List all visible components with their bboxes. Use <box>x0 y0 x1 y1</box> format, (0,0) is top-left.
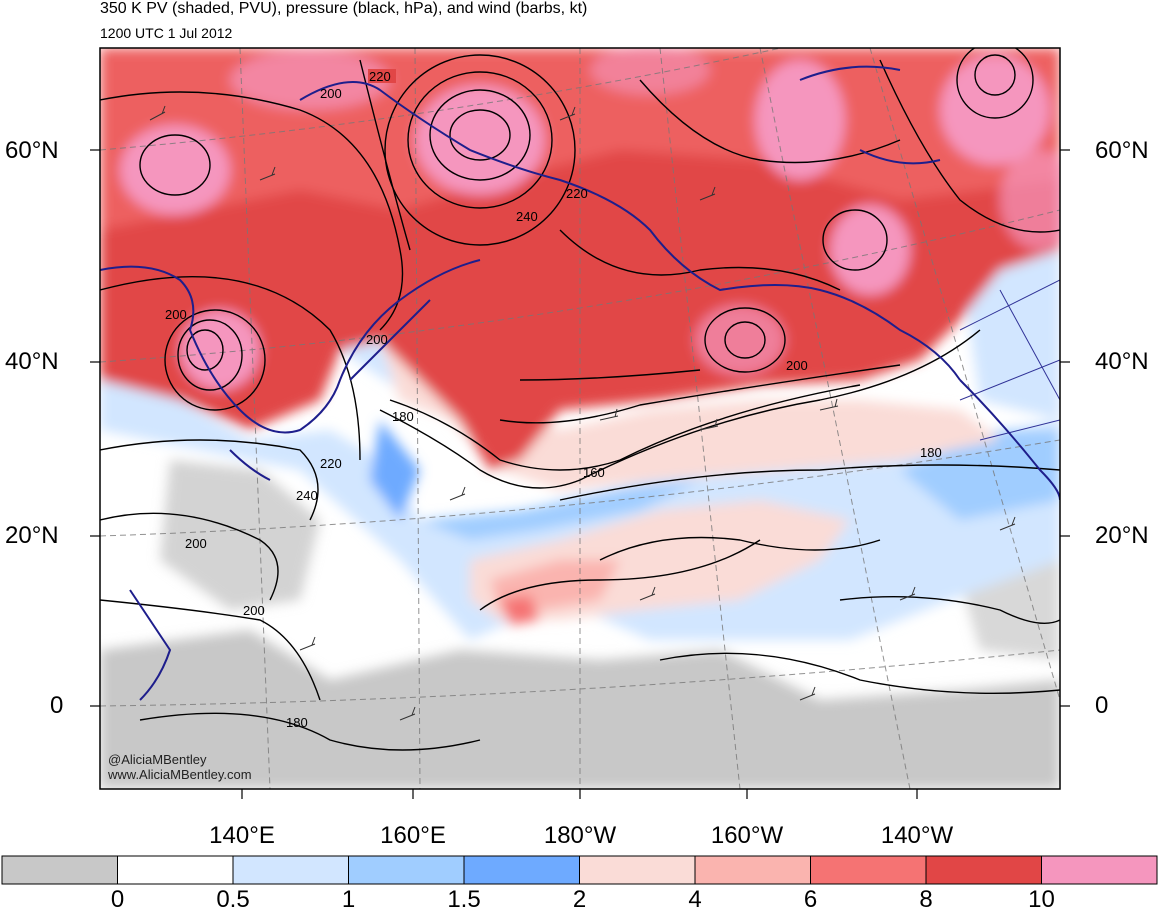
contour-label: 220 <box>369 69 391 84</box>
contour-label: 200 <box>185 536 207 551</box>
contour-label: 200 <box>165 307 187 322</box>
colorbar-tick-label: 10 <box>1028 886 1055 913</box>
contour-label: 240 <box>296 488 318 503</box>
colorbar-box <box>348 855 465 885</box>
colorbar-tick-label: 1 <box>341 886 356 913</box>
coastlines <box>100 65 1060 701</box>
lon-label: 180°W <box>543 822 617 849</box>
lat-label-right: 20°N <box>1095 522 1149 549</box>
map-title: 350 K PV (shaded, PVU), pressure (black,… <box>100 0 588 17</box>
colorbar-box <box>1041 855 1158 885</box>
map-subtitle: 1200 UTC 1 Jul 2012 <box>100 25 233 41</box>
lat-label-right: 40°N <box>1095 348 1149 375</box>
colorbar-tick-label: 0.5 <box>216 886 250 913</box>
watermark-handle: @AliciaMBentley <box>108 752 207 767</box>
contour-label-group: 220 200 220 240 200 200 180 200 160 180 … <box>165 69 942 730</box>
lat-label-left: 60°N <box>5 137 59 164</box>
contour-label: 180 <box>920 445 942 460</box>
contour-label: 200 <box>243 603 265 618</box>
pv-colorbar <box>1 855 1158 885</box>
colorbar-tick-label: 1.5 <box>447 886 481 913</box>
lat-label-left: 20°N <box>5 522 59 549</box>
colorbar-tick-label: 2 <box>572 886 587 913</box>
lon-label: 160°W <box>710 822 784 849</box>
contour-label: 200 <box>786 358 808 373</box>
colorbar-tick-label: 4 <box>688 886 702 913</box>
colorbar-box <box>694 855 811 885</box>
pressure-contours <box>100 48 1060 751</box>
colorbar-box <box>925 855 1042 885</box>
contour-label: 180 <box>286 715 308 730</box>
colorbar-box <box>1 855 118 885</box>
colorbar-tick-label: 8 <box>919 886 933 913</box>
wind-barbs <box>149 105 1016 721</box>
contour-label: 220 <box>320 456 342 471</box>
colorbar-box <box>579 855 696 885</box>
contour-label: 180 <box>392 409 414 424</box>
lat-label-left: 0 <box>50 692 64 719</box>
contour-label: 220 <box>566 186 588 201</box>
contour-label: 200 <box>320 86 342 101</box>
colorbar-box <box>810 855 927 885</box>
colorbar-tick-label: 0 <box>110 886 125 913</box>
lon-label: 140°W <box>880 822 954 849</box>
lon-label: 140°E <box>209 822 275 849</box>
colorbar-box <box>232 855 349 885</box>
colorbar-tick-label: 6 <box>803 886 818 913</box>
colorbar-box <box>463 855 580 885</box>
colorbar-box <box>117 855 234 885</box>
contour-label: 240 <box>516 209 538 224</box>
lat-label-right: 0 <box>1095 692 1109 719</box>
contour-label: 160 <box>583 465 605 480</box>
lat-label-left: 40°N <box>5 348 59 375</box>
axis-ticks <box>90 149 1070 799</box>
borders <box>959 279 1060 441</box>
lon-label: 160°E <box>380 822 446 849</box>
lat-label-right: 60°N <box>1095 137 1149 164</box>
pv-shading: 220 200 220 240 200 200 180 200 160 180 … <box>100 48 1060 789</box>
contour-label: 200 <box>366 332 388 347</box>
watermark-url: www.AliciaMBentley.com <box>108 767 252 782</box>
